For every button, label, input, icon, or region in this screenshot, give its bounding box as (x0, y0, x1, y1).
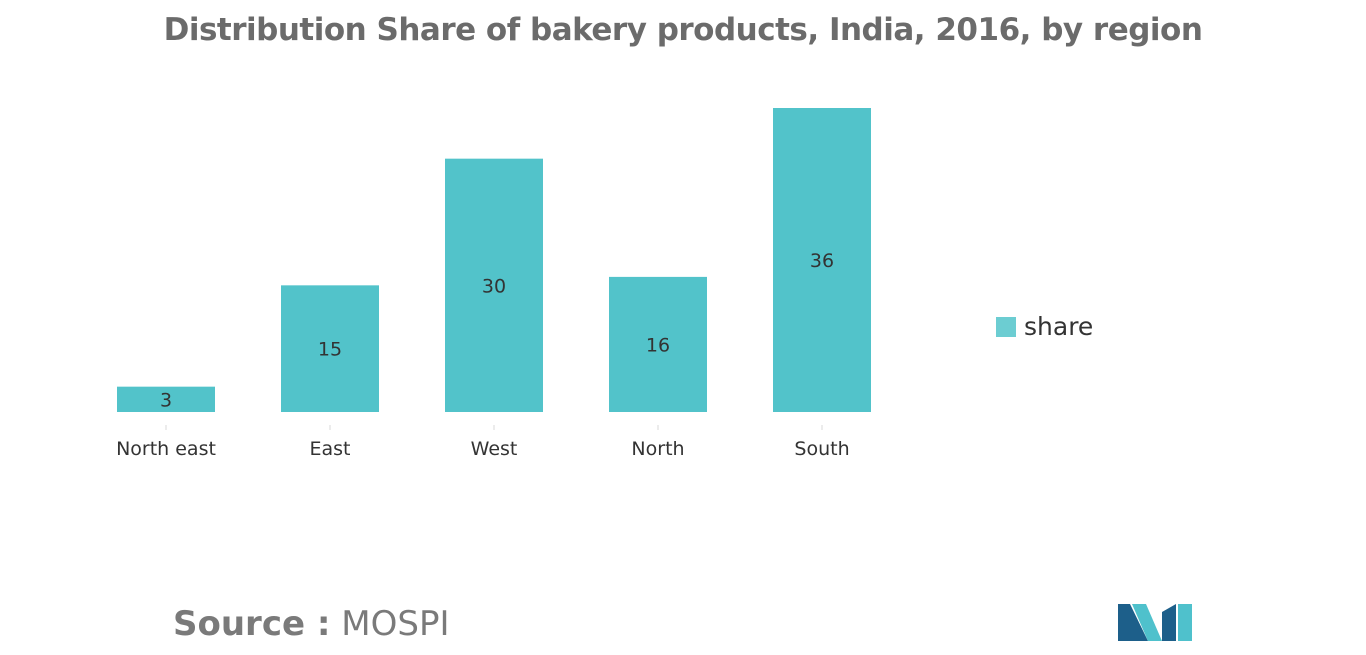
data-label: 15 (318, 339, 342, 361)
bar-east (281, 285, 379, 412)
legend: share (996, 312, 1093, 341)
bar-west (445, 158, 543, 412)
bars-group: 3 North east 15 East 30 West 16 North 36 South (116, 108, 871, 460)
bar-north (609, 276, 707, 412)
bar-south (773, 108, 871, 412)
data-label: 3 (160, 389, 172, 411)
data-label: 36 (810, 250, 834, 272)
mordor-intelligence-logo-icon (1118, 604, 1192, 641)
legend-swatch (996, 316, 1016, 337)
legend-label: share (1024, 312, 1094, 341)
source-label: Source : (173, 604, 331, 644)
chart-title: Distribution Share of bakery products, I… (163, 12, 1203, 48)
source-note: Source : MOSPI (173, 604, 450, 644)
data-label: 30 (482, 275, 506, 297)
source-value: MOSPI (341, 604, 450, 644)
bar-north-east (117, 386, 215, 412)
x-tick-label: North (631, 438, 684, 460)
x-tick-label: East (310, 438, 351, 460)
x-tick-label: North east (116, 438, 216, 460)
x-tick-label: West (471, 438, 518, 460)
data-label: 16 (646, 334, 670, 356)
x-tick-label: South (794, 438, 849, 460)
